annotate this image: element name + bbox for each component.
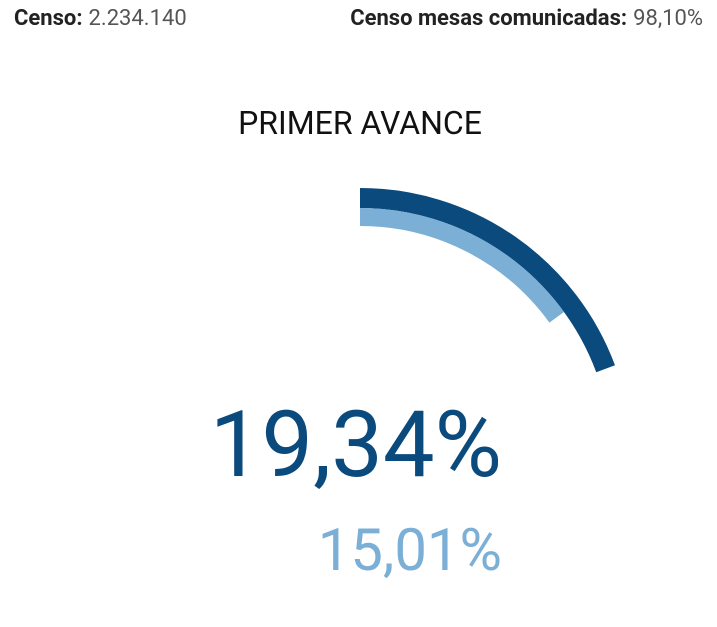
- value-label: 15,01%: [318, 517, 502, 585]
- gauge-arc: [359, 188, 615, 373]
- header-item: Censo: 2.234.140: [14, 6, 187, 31]
- header-item: Censo mesas comunicadas: 98,10%: [350, 6, 703, 31]
- header: Censo: 2.234.140 Censo mesas comunicadas:…: [14, 6, 703, 31]
- header-label: Censo:: [14, 6, 83, 31]
- header-label: Censo mesas comunicadas:: [350, 6, 628, 31]
- gauge-arc: [359, 208, 564, 323]
- chart-title: PRIMER AVANCE: [238, 104, 482, 142]
- header-value: 2.234.140: [88, 6, 187, 31]
- value-label: 19,34%: [210, 392, 502, 499]
- header-value: 98,10%: [633, 6, 703, 31]
